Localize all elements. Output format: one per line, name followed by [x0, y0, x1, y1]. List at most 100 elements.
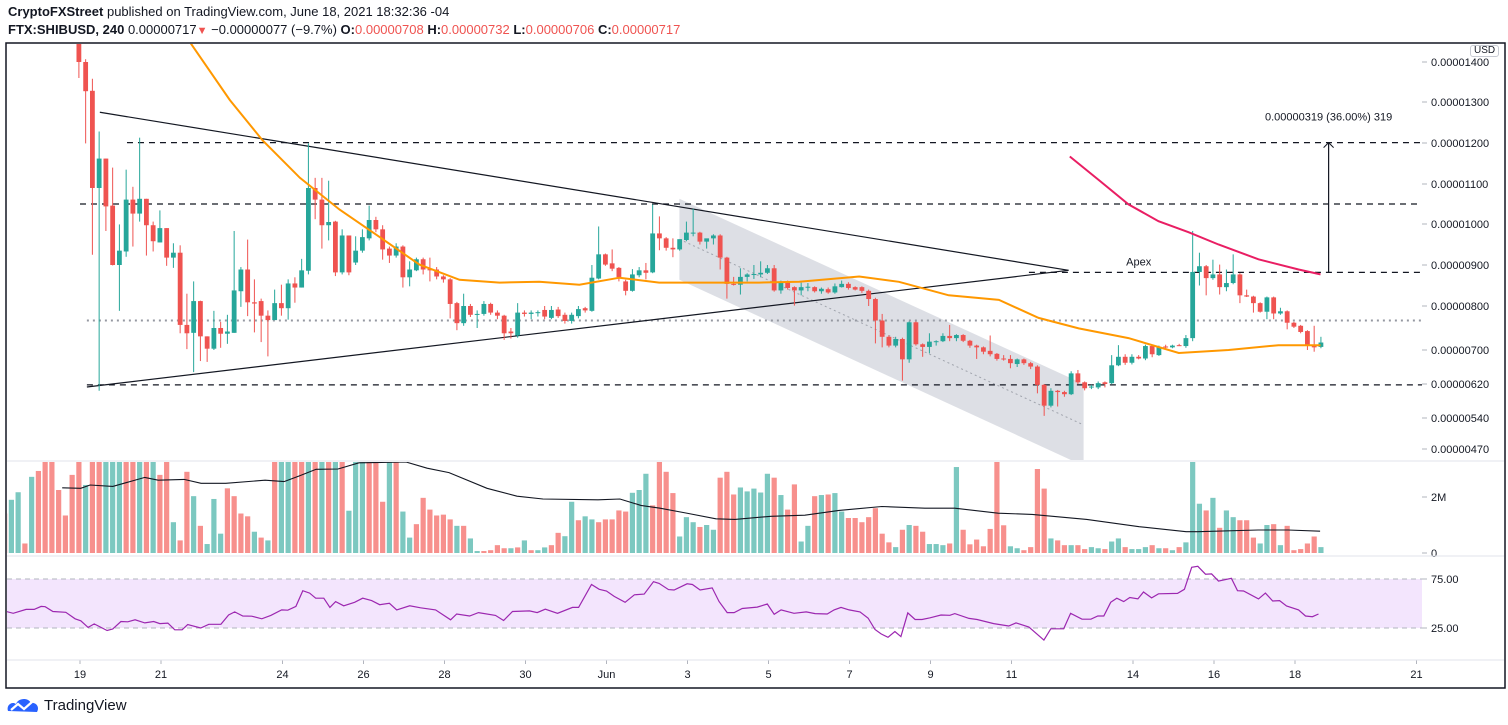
volume-bar	[1230, 517, 1236, 553]
volume-bar	[1068, 545, 1074, 553]
time-axis-label: 7	[846, 669, 852, 681]
candle-down	[967, 340, 973, 346]
volume-bar	[123, 462, 129, 553]
close-value: 0.00000717	[611, 22, 681, 37]
volume-bar	[886, 542, 892, 553]
volume-bar	[1217, 527, 1223, 553]
rsi-pane[interactable]	[6, 565, 1422, 642]
volume-bar	[103, 462, 109, 553]
volume-bar	[359, 462, 366, 553]
volume-bar	[859, 522, 865, 553]
candle-down	[1035, 366, 1040, 385]
volume-bar	[1021, 550, 1027, 553]
candle-down	[164, 228, 170, 258]
volume-bar	[872, 508, 879, 553]
price-axis-label: 0.00001200	[1431, 138, 1489, 150]
candle-down	[582, 308, 588, 311]
candle-down	[981, 347, 986, 352]
candle-down	[495, 312, 500, 316]
volume-bar	[616, 510, 622, 553]
open-value: 0.00000708	[355, 22, 424, 37]
candle-down	[501, 315, 507, 334]
ma50-line	[189, 44, 1321, 355]
candle-down	[103, 158, 109, 207]
candle-up	[893, 339, 899, 346]
candle-up	[123, 199, 129, 252]
volume-bar	[528, 550, 534, 553]
volume-bar	[319, 462, 325, 553]
candle-down	[1028, 363, 1034, 367]
publisher-name[interactable]: CryptoFXStreet	[8, 4, 104, 19]
volume-bar	[258, 537, 264, 553]
candle-down	[447, 279, 453, 304]
volume-bar	[312, 462, 318, 553]
candle-down	[292, 283, 298, 288]
candle-down	[278, 303, 284, 309]
volume-bar	[1075, 545, 1081, 553]
rsi-axis-label: 75.00	[1431, 574, 1459, 586]
volume-bar	[440, 514, 447, 553]
volume-bar	[386, 462, 393, 553]
candle-up	[137, 198, 143, 214]
candle-down	[387, 248, 392, 256]
volume-bar	[764, 473, 771, 553]
volume-bar	[69, 474, 75, 553]
candle-down	[454, 303, 460, 324]
candle-up	[528, 312, 534, 314]
candle-up	[116, 250, 122, 265]
volume-bar	[535, 550, 541, 553]
candle-up	[299, 270, 305, 288]
volume-bar	[818, 495, 825, 553]
axes: 0.00001400 0.00001300 0.00001200 0.00001100…	[74, 57, 1489, 681]
volume-bar	[798, 541, 804, 553]
volume-bar	[420, 497, 426, 553]
volume-bar	[636, 490, 642, 553]
candle-down	[825, 289, 831, 293]
volume-pane[interactable]	[0, 461, 1324, 553]
volume-bar	[245, 516, 251, 553]
candle-up	[684, 232, 689, 240]
candle-up	[798, 287, 804, 291]
time-axis-label: Jun	[598, 669, 616, 681]
candle-up	[927, 341, 932, 347]
candle-down	[197, 301, 203, 337]
tradingview-brand[interactable]: TradingView	[44, 696, 127, 714]
currency-badge[interactable]: USD	[1470, 45, 1500, 57]
candle-down	[346, 235, 352, 273]
candle-up	[765, 268, 770, 273]
candle-down	[812, 287, 818, 292]
candle-up	[1014, 359, 1020, 365]
candle-down	[1136, 356, 1142, 359]
candle-down	[434, 269, 440, 277]
candle-up	[576, 309, 581, 317]
volume-bar	[656, 462, 663, 553]
time-axis-label: 3	[684, 669, 690, 681]
volume-bar	[326, 462, 332, 553]
volume-bar	[191, 496, 197, 553]
volume-bar	[380, 501, 386, 553]
volume-bar	[670, 493, 676, 553]
candle-down	[1062, 392, 1067, 395]
price-pane[interactable]: 0.00000319 (36.00%) 319 Apex	[76, 14, 1422, 466]
candle-down	[1217, 274, 1223, 288]
volume-bar	[731, 494, 737, 553]
candle-down	[184, 324, 190, 334]
candle-down	[643, 270, 649, 273]
candle-down	[920, 344, 926, 347]
candle-up	[704, 238, 710, 242]
volume-bar	[265, 540, 271, 553]
candle-down	[110, 205, 116, 265]
candle-down	[1237, 274, 1243, 296]
candle-down	[1251, 296, 1256, 304]
volume-bar	[609, 519, 615, 553]
volume-bar	[1250, 537, 1257, 553]
volume-bar	[515, 547, 521, 553]
candle-up	[650, 233, 656, 273]
volume-bar	[143, 462, 149, 553]
candle-down	[731, 283, 737, 285]
volume-bar	[1244, 520, 1250, 553]
candle-down	[245, 269, 251, 303]
publish-info: CryptoFXStreet published on TradingView.…	[8, 4, 449, 19]
volume-bar	[454, 525, 460, 553]
